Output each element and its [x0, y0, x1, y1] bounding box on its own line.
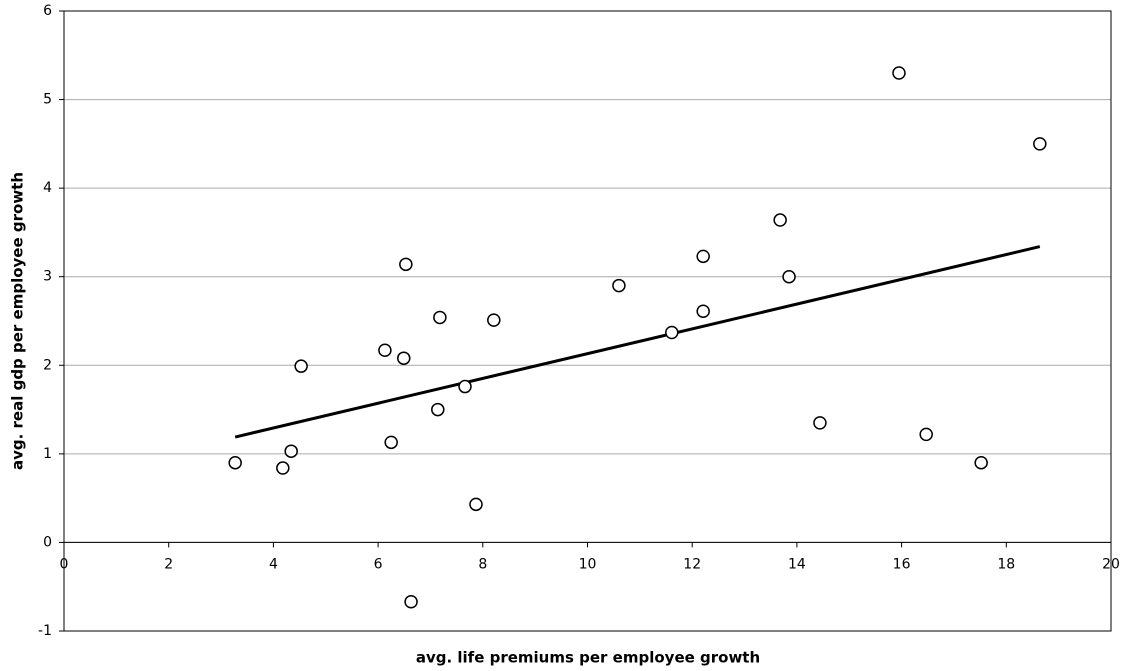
point — [696, 304, 710, 319]
y-tick-label: 5 — [43, 92, 52, 108]
point — [284, 444, 298, 458]
point — [399, 257, 413, 272]
point — [974, 455, 988, 470]
point — [378, 343, 392, 357]
point — [458, 379, 472, 394]
x-tick-label: 14 — [788, 556, 806, 572]
x-tick-label: 2 — [164, 556, 173, 572]
point — [1033, 137, 1047, 151]
x-tick-label: 6 — [374, 556, 383, 572]
point — [397, 351, 411, 365]
x-tick-label: 18 — [997, 556, 1015, 572]
x-tick-label: 8 — [478, 556, 487, 572]
y-tick-label: 0 — [43, 534, 52, 550]
x-axis-title: avg. life premiums per employee growth — [416, 649, 760, 667]
x-tick-label: 16 — [893, 556, 911, 572]
y-axis-title: avg. real gdp per employee growth — [9, 172, 27, 470]
y-tick-label: 1 — [43, 446, 52, 462]
point — [384, 435, 398, 450]
y-tick-label: 6 — [43, 3, 52, 19]
point — [276, 461, 290, 475]
point — [782, 269, 796, 284]
x-tick-label: 20 — [1102, 556, 1120, 572]
x-tick-label: 12 — [683, 556, 701, 572]
point — [294, 359, 308, 373]
point — [228, 455, 242, 470]
point — [431, 402, 445, 417]
point — [469, 497, 483, 512]
point — [919, 427, 933, 442]
point — [665, 325, 679, 340]
point — [433, 310, 447, 325]
y-tick-label: 3 — [43, 269, 52, 285]
point — [612, 278, 626, 293]
y-tick-label: -1 — [38, 623, 52, 639]
x-tick-label: 10 — [579, 556, 597, 572]
point — [892, 66, 906, 80]
plot-border — [63, 10, 1112, 632]
point — [404, 595, 418, 609]
x-tick-label: 0 — [60, 556, 69, 572]
x-tick-label: 4 — [269, 556, 278, 572]
point — [773, 213, 787, 227]
point — [487, 313, 501, 327]
y-tick-label: 4 — [43, 180, 52, 196]
point — [696, 249, 710, 264]
point — [813, 416, 827, 430]
trendline — [234, 245, 1041, 439]
y-tick-label: 2 — [43, 357, 52, 373]
